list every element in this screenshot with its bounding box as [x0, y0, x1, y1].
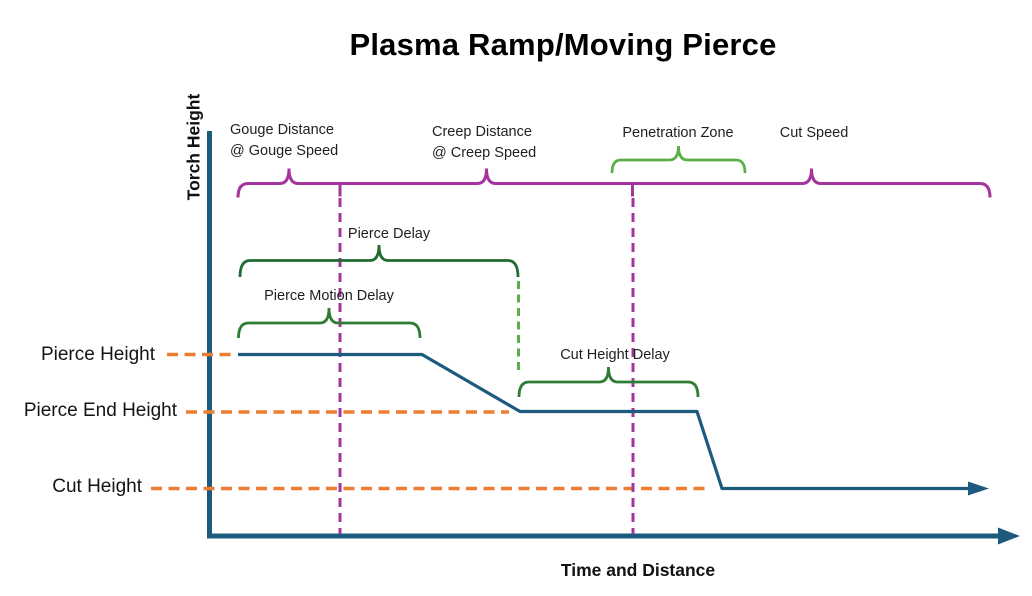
torch-height-line [238, 352, 970, 491]
cut-height-label: Cut Height [52, 476, 142, 497]
penetration-zone-label: Penetration Zone [622, 125, 734, 141]
cut-height-delay-label: Cut Height Delay [560, 347, 670, 363]
x-axis-arrow-icon [998, 527, 1020, 545]
pierce-motion-delay-label: Pierce Motion Delay [264, 288, 394, 304]
y-axis-label: Torch Height [183, 93, 204, 201]
page-title: Plasma Ramp/Moving Pierce [349, 27, 777, 62]
creep-distance-line1: Creep Distance [432, 124, 532, 140]
cut-speed-label: Cut Speed [779, 125, 849, 141]
torch-line-arrow-icon [968, 481, 989, 496]
pierce-delay-label: Pierce Delay [347, 226, 431, 242]
gouge-distance-line1: Gouge Distance [230, 122, 334, 138]
pierce-motion-delay-brace [237, 307, 422, 339]
pierce-end-height-label: Pierce End Height [23, 400, 177, 421]
creep-distance-line2: @ Creep Speed [432, 145, 537, 161]
cut-height-delay-brace [517, 366, 700, 398]
pierce-height-label: Pierce Height [40, 344, 155, 365]
gouge-distance-line2: @ Gouge Speed [230, 143, 339, 159]
phase-brace [236, 168, 992, 198]
creep-distance-label: Creep Distance @ Creep Speed [432, 122, 536, 164]
penetration-zone-brace [610, 145, 747, 174]
gouge-distance-label: Gouge Distance @ Gouge Speed [230, 120, 338, 162]
pierce-delay-brace [238, 244, 520, 278]
x-axis-label: Time and Distance [560, 560, 716, 580]
